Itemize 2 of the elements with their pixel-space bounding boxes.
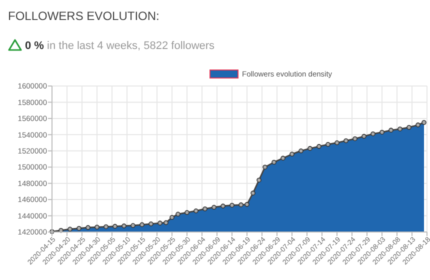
chart-subtitle: 0 % in the last 4 weeks, 5822 followers [25, 40, 216, 52]
chart-title: FOLLOWERS EVOLUTION: [8, 9, 160, 23]
